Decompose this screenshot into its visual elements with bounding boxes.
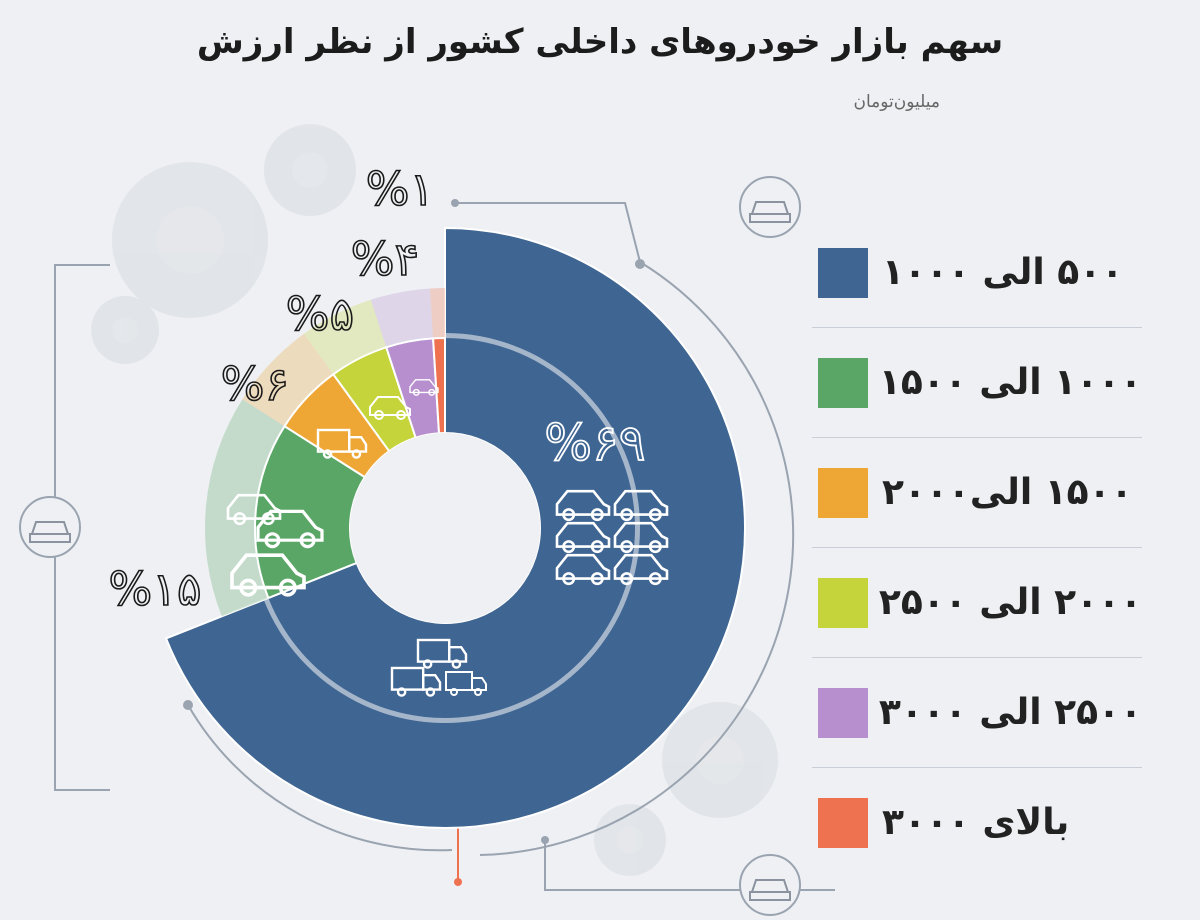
value-label: %۵ — [286, 287, 354, 341]
legend-item: ۲۰۰۰ الی ۲۵۰۰ — [812, 548, 1142, 658]
legend: ۵۰۰ الی ۱۰۰۰ ۱۰۰۰ الی ۱۵۰۰ ۱۵۰۰ الی۲۰۰۰ ۲۰۰… — [812, 218, 1142, 878]
car-icon — [369, 396, 411, 420]
legend-label: ۲۵۰۰ الی ۳۰۰۰ — [878, 692, 1142, 733]
legend-label: ۱۰۰۰ الی ۱۵۰۰ — [878, 362, 1142, 403]
legend-label: ۲۰۰۰ الی ۲۵۰۰ — [878, 582, 1142, 623]
slice-1000-1500-halo — [205, 399, 285, 617]
car-icon — [613, 553, 669, 586]
legend-label: ۵۰۰ الی ۱۰۰۰ — [882, 252, 1124, 293]
slice-2500-3000-halo — [370, 288, 434, 348]
legend-swatch — [818, 468, 868, 518]
slice-above-3000-halo — [429, 288, 445, 339]
legend-item: ۵۰۰ الی ۱۰۰۰ — [812, 218, 1142, 328]
truck-icon — [390, 666, 442, 697]
value-label: %۱۵ — [108, 562, 201, 616]
car-icon — [555, 489, 611, 522]
gear-icon — [91, 124, 778, 876]
car-icon — [739, 176, 801, 238]
donut-hole — [350, 433, 540, 623]
legend-swatch — [818, 798, 868, 848]
car-icon — [409, 379, 439, 396]
truck-icon — [316, 428, 368, 459]
chart-title: سهم بازار خودروهای داخلی کشور از نظر ارز… — [196, 22, 1004, 62]
truck-icon — [416, 638, 468, 669]
legend-swatch — [818, 578, 868, 628]
value-label: %۶۹ — [544, 414, 645, 472]
car-icon — [739, 854, 801, 916]
car-icon — [555, 521, 611, 554]
legend-label: ۱۵۰۰ الی۲۰۰۰ — [882, 472, 1133, 513]
legend-swatch — [818, 248, 868, 298]
car-icon — [613, 521, 669, 554]
value-label: %۴ — [351, 232, 419, 286]
car-icon — [555, 553, 611, 586]
guide-lines — [54, 202, 835, 891]
slice-1500-2000-halo — [242, 333, 334, 427]
legend-label: بالای ۳۰۰۰ — [882, 802, 1070, 843]
legend-item: بالای ۳۰۰۰ — [812, 768, 1142, 878]
legend-item: ۲۵۰۰ الی ۳۰۰۰ — [812, 658, 1142, 768]
suv-icon — [230, 553, 306, 597]
value-label: %۱ — [366, 162, 434, 216]
legend-swatch — [818, 688, 868, 738]
suv-icon — [256, 509, 324, 549]
car-icon — [19, 496, 81, 558]
truck-icon — [445, 671, 487, 696]
legend-swatch — [818, 358, 868, 408]
value-label: %۶ — [221, 357, 289, 411]
car-icon — [613, 489, 669, 522]
legend-item: ۱۰۰۰ الی ۱۵۰۰ — [812, 328, 1142, 438]
legend-item: ۱۵۰۰ الی۲۰۰۰ — [812, 438, 1142, 548]
slice-2000-2500-halo — [303, 299, 387, 375]
chart-unit: میلیون‌تومان — [853, 92, 940, 112]
